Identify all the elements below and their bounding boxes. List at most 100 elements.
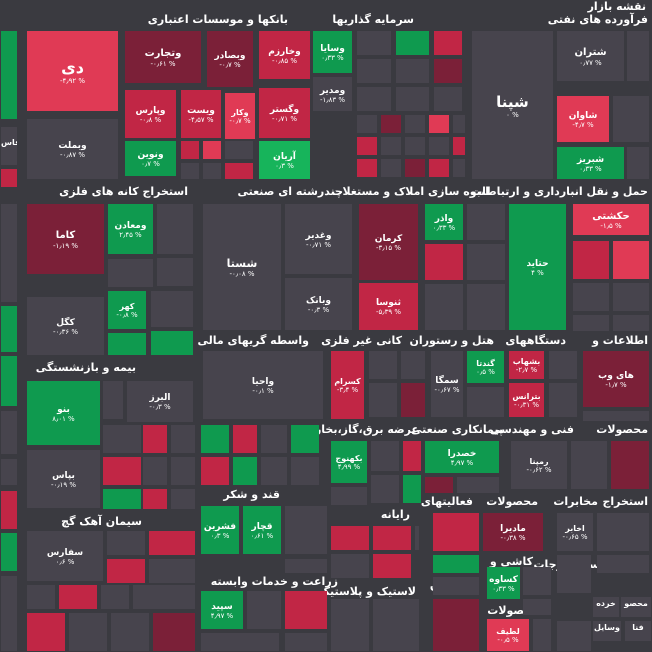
stock-tile[interactable] — [1, 169, 17, 187]
stock-tile[interactable] — [453, 137, 465, 155]
stock-tile[interactable] — [557, 621, 591, 651]
stock-tile[interactable]: کگل -۰٫۳۶ % — [27, 297, 104, 355]
stock-tile[interactable] — [373, 554, 411, 578]
stock-tile[interactable] — [1, 576, 17, 651]
stock-tile[interactable] — [1, 411, 17, 454]
stock-tile[interactable] — [357, 87, 391, 111]
stock-tile[interactable]: وخارزم -۰٫۸۵ % — [259, 31, 310, 79]
stock-tile[interactable]: ثنوسا -۵٫۳۹ % — [359, 283, 418, 330]
stock-tile[interactable]: خصدرا ۴٫۹۷ % — [425, 441, 499, 473]
stock-tile[interactable] — [151, 331, 193, 355]
stock-tile[interactable] — [433, 599, 479, 651]
stock-tile[interactable] — [433, 577, 479, 595]
stock-tile[interactable] — [381, 115, 401, 133]
stock-tile[interactable]: حتاید ۴ % — [509, 204, 566, 330]
stock-tile[interactable]: حکشتی -۱٫۵ % — [573, 204, 649, 235]
stock-tile[interactable]: کاما -۱٫۱۹ % — [27, 204, 104, 274]
stock-tile[interactable] — [59, 585, 97, 609]
stock-tile[interactable] — [457, 477, 499, 493]
stock-tile[interactable] — [405, 137, 425, 155]
stock-tile[interactable] — [357, 31, 391, 55]
stock-tile[interactable] — [613, 283, 649, 311]
stock-tile[interactable]: بپاس -۰٫۱۹ % — [27, 450, 100, 508]
stock-tile[interactable] — [27, 585, 55, 609]
stock-tile[interactable] — [1, 533, 17, 571]
stock-tile[interactable] — [151, 291, 193, 327]
stock-tile[interactable] — [573, 283, 609, 311]
stock-tile[interactable]: ومدیر -۱٫۸۳ % — [313, 77, 352, 111]
stock-tile[interactable] — [201, 457, 229, 485]
stock-tile[interactable] — [523, 567, 551, 595]
stock-tile[interactable]: کساوه ۰٫۳۳ % — [487, 567, 520, 599]
stock-tile[interactable] — [233, 457, 257, 485]
stock-tile[interactable]: واحیا -۰٫۱ % — [203, 351, 323, 419]
stock-tile[interactable] — [201, 633, 279, 651]
stock-tile[interactable]: کهر -۰٫۸ % — [108, 291, 146, 329]
stock-tile[interactable] — [425, 284, 463, 330]
stock-tile[interactable]: ویست -۴٫۵۷ % — [181, 90, 221, 138]
stock-tile[interactable] — [453, 159, 465, 177]
stock-tile[interactable]: سفارس ۰٫۶ % — [27, 531, 103, 581]
stock-tile[interactable]: شتران ۰٫۷۷ % — [557, 31, 624, 81]
stock-tile[interactable] — [1, 204, 17, 302]
stock-tile[interactable]: بنو ۸٫۰۱ % — [27, 381, 100, 445]
stock-tile[interactable] — [434, 87, 462, 111]
stock-tile[interactable]: شاوان -۴٫۷ % — [557, 96, 609, 142]
stock-tile[interactable] — [371, 441, 399, 471]
stock-tile[interactable] — [103, 425, 141, 453]
stock-tile[interactable]: سمگا -۰٫۶۷ % — [431, 351, 463, 417]
stock-tile[interactable] — [171, 425, 195, 453]
stock-tile[interactable] — [181, 141, 199, 159]
stock-tile[interactable] — [613, 96, 649, 142]
stock-tile[interactable] — [401, 351, 425, 379]
stock-tile[interactable] — [149, 559, 195, 583]
stock-tile[interactable] — [261, 457, 287, 485]
stock-tile[interactable]: فشرین ۰٫۳ % — [201, 506, 239, 554]
stock-tile[interactable] — [171, 489, 195, 509]
stock-tile[interactable] — [171, 457, 195, 485]
stock-tile[interactable]: ونوین ۰٫۷ % — [125, 141, 176, 176]
stock-tile[interactable] — [369, 351, 397, 379]
stock-tile[interactable] — [108, 259, 153, 287]
stock-tile[interactable] — [597, 513, 649, 551]
stock-tile[interactable] — [331, 599, 369, 651]
stock-tile[interactable] — [373, 526, 411, 550]
stock-tile[interactable] — [225, 141, 253, 159]
stock-tile[interactable] — [225, 163, 253, 179]
stock-tile[interactable] — [467, 204, 505, 240]
stock-tile[interactable] — [103, 381, 123, 419]
stock-tile[interactable]: وسایل — [593, 621, 621, 641]
stock-tile[interactable]: شبریز ۰٫۳۳ % — [557, 147, 624, 179]
stock-tile[interactable] — [403, 475, 421, 503]
stock-tile[interactable] — [1, 491, 17, 529]
stock-tile[interactable]: لطیف -۰٫۵ % — [487, 619, 529, 651]
stock-tile[interactable] — [285, 591, 327, 629]
stock-tile[interactable] — [291, 457, 319, 485]
stock-tile[interactable]: محصو — [621, 597, 651, 617]
stock-tile[interactable]: کسرام -۳٫۴ % — [331, 351, 364, 419]
stock-tile[interactable] — [181, 163, 199, 179]
stock-tile[interactable] — [549, 351, 577, 379]
stock-tile[interactable] — [143, 425, 167, 453]
stock-tile[interactable] — [613, 241, 649, 279]
stock-tile[interactable] — [396, 87, 429, 111]
stock-tile[interactable]: شستا -۰٫۰۸ % — [203, 204, 281, 330]
stock-tile[interactable]: وکار -۰٫۷ % — [225, 93, 255, 139]
stock-tile[interactable] — [549, 383, 577, 417]
stock-tile[interactable] — [369, 383, 397, 417]
stock-tile[interactable]: گندتا ۰٫۵ % — [467, 351, 504, 383]
stock-tile[interactable] — [425, 244, 463, 280]
stock-tile[interactable] — [331, 487, 367, 505]
stock-tile[interactable] — [557, 555, 591, 593]
stock-tile[interactable] — [331, 526, 369, 550]
stock-tile[interactable] — [597, 555, 649, 573]
stock-tile[interactable] — [453, 115, 465, 133]
stock-tile[interactable]: وسایا ۰٫۳۳ % — [313, 31, 352, 73]
stock-tile[interactable] — [381, 159, 401, 177]
stock-tile[interactable] — [1, 31, 17, 119]
stock-tile[interactable] — [143, 489, 167, 509]
stock-tile[interactable] — [233, 425, 257, 453]
stock-tile[interactable]: دی -۴٫۹۲ % — [27, 31, 118, 111]
stock-tile[interactable] — [103, 489, 141, 509]
stock-tile[interactable]: وبانک -۰٫۳ % — [285, 278, 352, 330]
